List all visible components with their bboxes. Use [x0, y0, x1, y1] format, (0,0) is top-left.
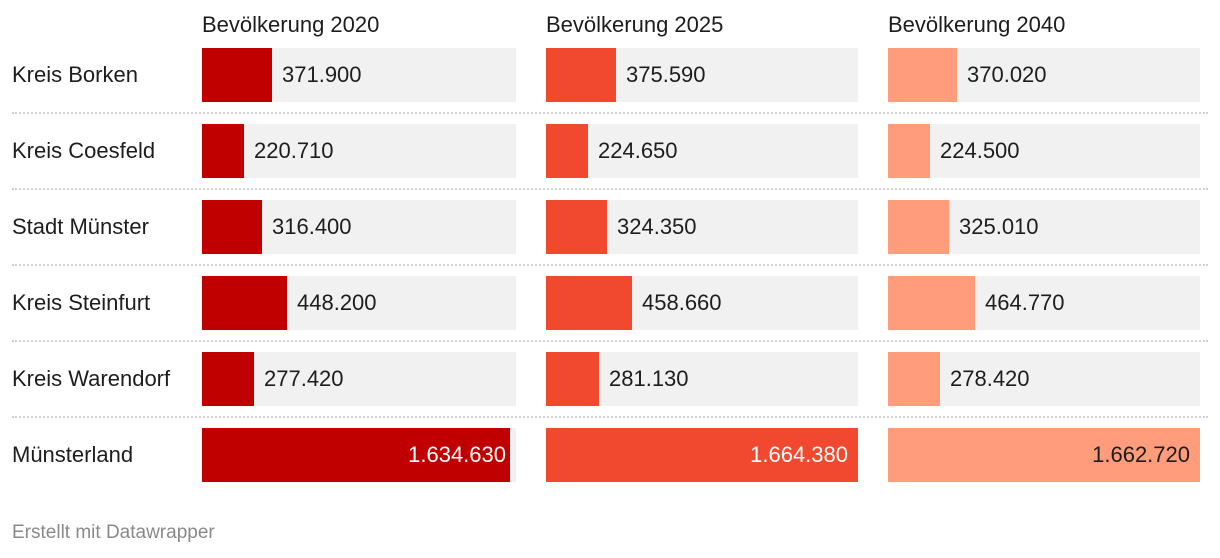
- bar-value-label: 316.400: [272, 214, 352, 239]
- bar: [546, 48, 616, 102]
- bar: [202, 124, 244, 178]
- bar-value-label: 458.660: [642, 290, 722, 315]
- chart-row: Stadt Münster 316.400 324.350 325.010: [0, 200, 1220, 276]
- bar-track: 1.664.380: [546, 428, 858, 482]
- bar-track: 375.590: [546, 48, 858, 102]
- bar-value-label: 224.650: [598, 138, 678, 163]
- bar-value-label: 370.020: [967, 62, 1047, 87]
- bar-track: 325.010: [888, 200, 1200, 254]
- row-label: Kreis Borken: [12, 62, 138, 87]
- bar: [546, 352, 599, 406]
- bar-value-label: 464.770: [985, 290, 1065, 315]
- row-label: Stadt Münster: [12, 214, 149, 239]
- row-separator: [12, 340, 1208, 342]
- bar: [202, 428, 510, 482]
- bar-value-label: 1.664.380: [750, 442, 848, 467]
- bar-track: 464.770: [888, 276, 1200, 330]
- bar-value-label: 277.420: [264, 366, 344, 391]
- chart-row: Kreis Coesfeld 220.710 224.650 224.500: [0, 124, 1220, 200]
- row-separator: [12, 188, 1208, 190]
- chart-row: Kreis Borken 371.900 375.590 370.020: [0, 48, 1220, 124]
- bar-track: 278.420: [888, 352, 1200, 406]
- bar: [888, 428, 1200, 482]
- bar: [888, 276, 975, 330]
- column-header: Bevölkerung 2040: [888, 12, 1066, 37]
- bar-value-label: 1.662.720: [1092, 442, 1190, 467]
- bar-value-label: 371.900: [282, 62, 362, 87]
- bar-track: 277.420: [202, 352, 516, 406]
- bar: [546, 276, 632, 330]
- column-header: Bevölkerung 2025: [546, 12, 724, 37]
- bar-track: 220.710: [202, 124, 516, 178]
- column-header: Bevölkerung 2020: [202, 12, 380, 37]
- bar-value-label: 224.500: [940, 138, 1020, 163]
- bar-track: 370.020: [888, 48, 1200, 102]
- row-label: Kreis Steinfurt: [12, 290, 151, 315]
- bar-value-label: 281.130: [609, 366, 689, 391]
- bar-track: 324.350: [546, 200, 858, 254]
- bar-track: 458.660: [546, 276, 858, 330]
- bar: [888, 48, 957, 102]
- chart-row: Kreis Steinfurt 448.200 458.660 464.770: [0, 276, 1220, 352]
- bar: [546, 124, 588, 178]
- bar-value-label: 375.590: [626, 62, 706, 87]
- bar-track: 224.650: [546, 124, 858, 178]
- bar-value-label: 324.350: [617, 214, 697, 239]
- bar: [202, 352, 254, 406]
- row-separator: [12, 416, 1208, 418]
- bar: [546, 200, 607, 254]
- bar: [202, 200, 262, 254]
- bar: [546, 428, 858, 482]
- bar-value-label: 220.710: [254, 138, 334, 163]
- chart-row: Münsterland 1.634.630 1.664.380 1.662.720: [0, 428, 1220, 504]
- bar-track: 281.130: [546, 352, 858, 406]
- bar-track: 448.200: [202, 276, 516, 330]
- bar: [888, 200, 949, 254]
- bar-value-label: 278.420: [950, 366, 1030, 391]
- chart-row: Kreis Warendorf 277.420 281.130 278.420: [0, 352, 1220, 428]
- bar-value-label: 448.200: [297, 290, 377, 315]
- row-separator: [12, 112, 1208, 114]
- row-label: Kreis Coesfeld: [12, 138, 156, 163]
- footer-credit: Erstellt mit Datawrapper: [12, 522, 215, 543]
- bar-track: 224.500: [888, 124, 1200, 178]
- row-separator: [12, 264, 1208, 266]
- bar-track: 1.662.720: [888, 428, 1200, 482]
- row-label: Münsterland: [12, 442, 134, 467]
- bar: [888, 124, 930, 178]
- row-label: Kreis Warendorf: [12, 366, 171, 391]
- bar-track: 1.634.630: [202, 428, 516, 482]
- bar-track: 371.900: [202, 48, 516, 102]
- bar-value-label: 1.634.630: [408, 442, 506, 467]
- bar: [888, 352, 940, 406]
- bar: [202, 48, 272, 102]
- bar-value-label: 325.010: [959, 214, 1039, 239]
- bar: [202, 276, 287, 330]
- bar-track: 316.400: [202, 200, 516, 254]
